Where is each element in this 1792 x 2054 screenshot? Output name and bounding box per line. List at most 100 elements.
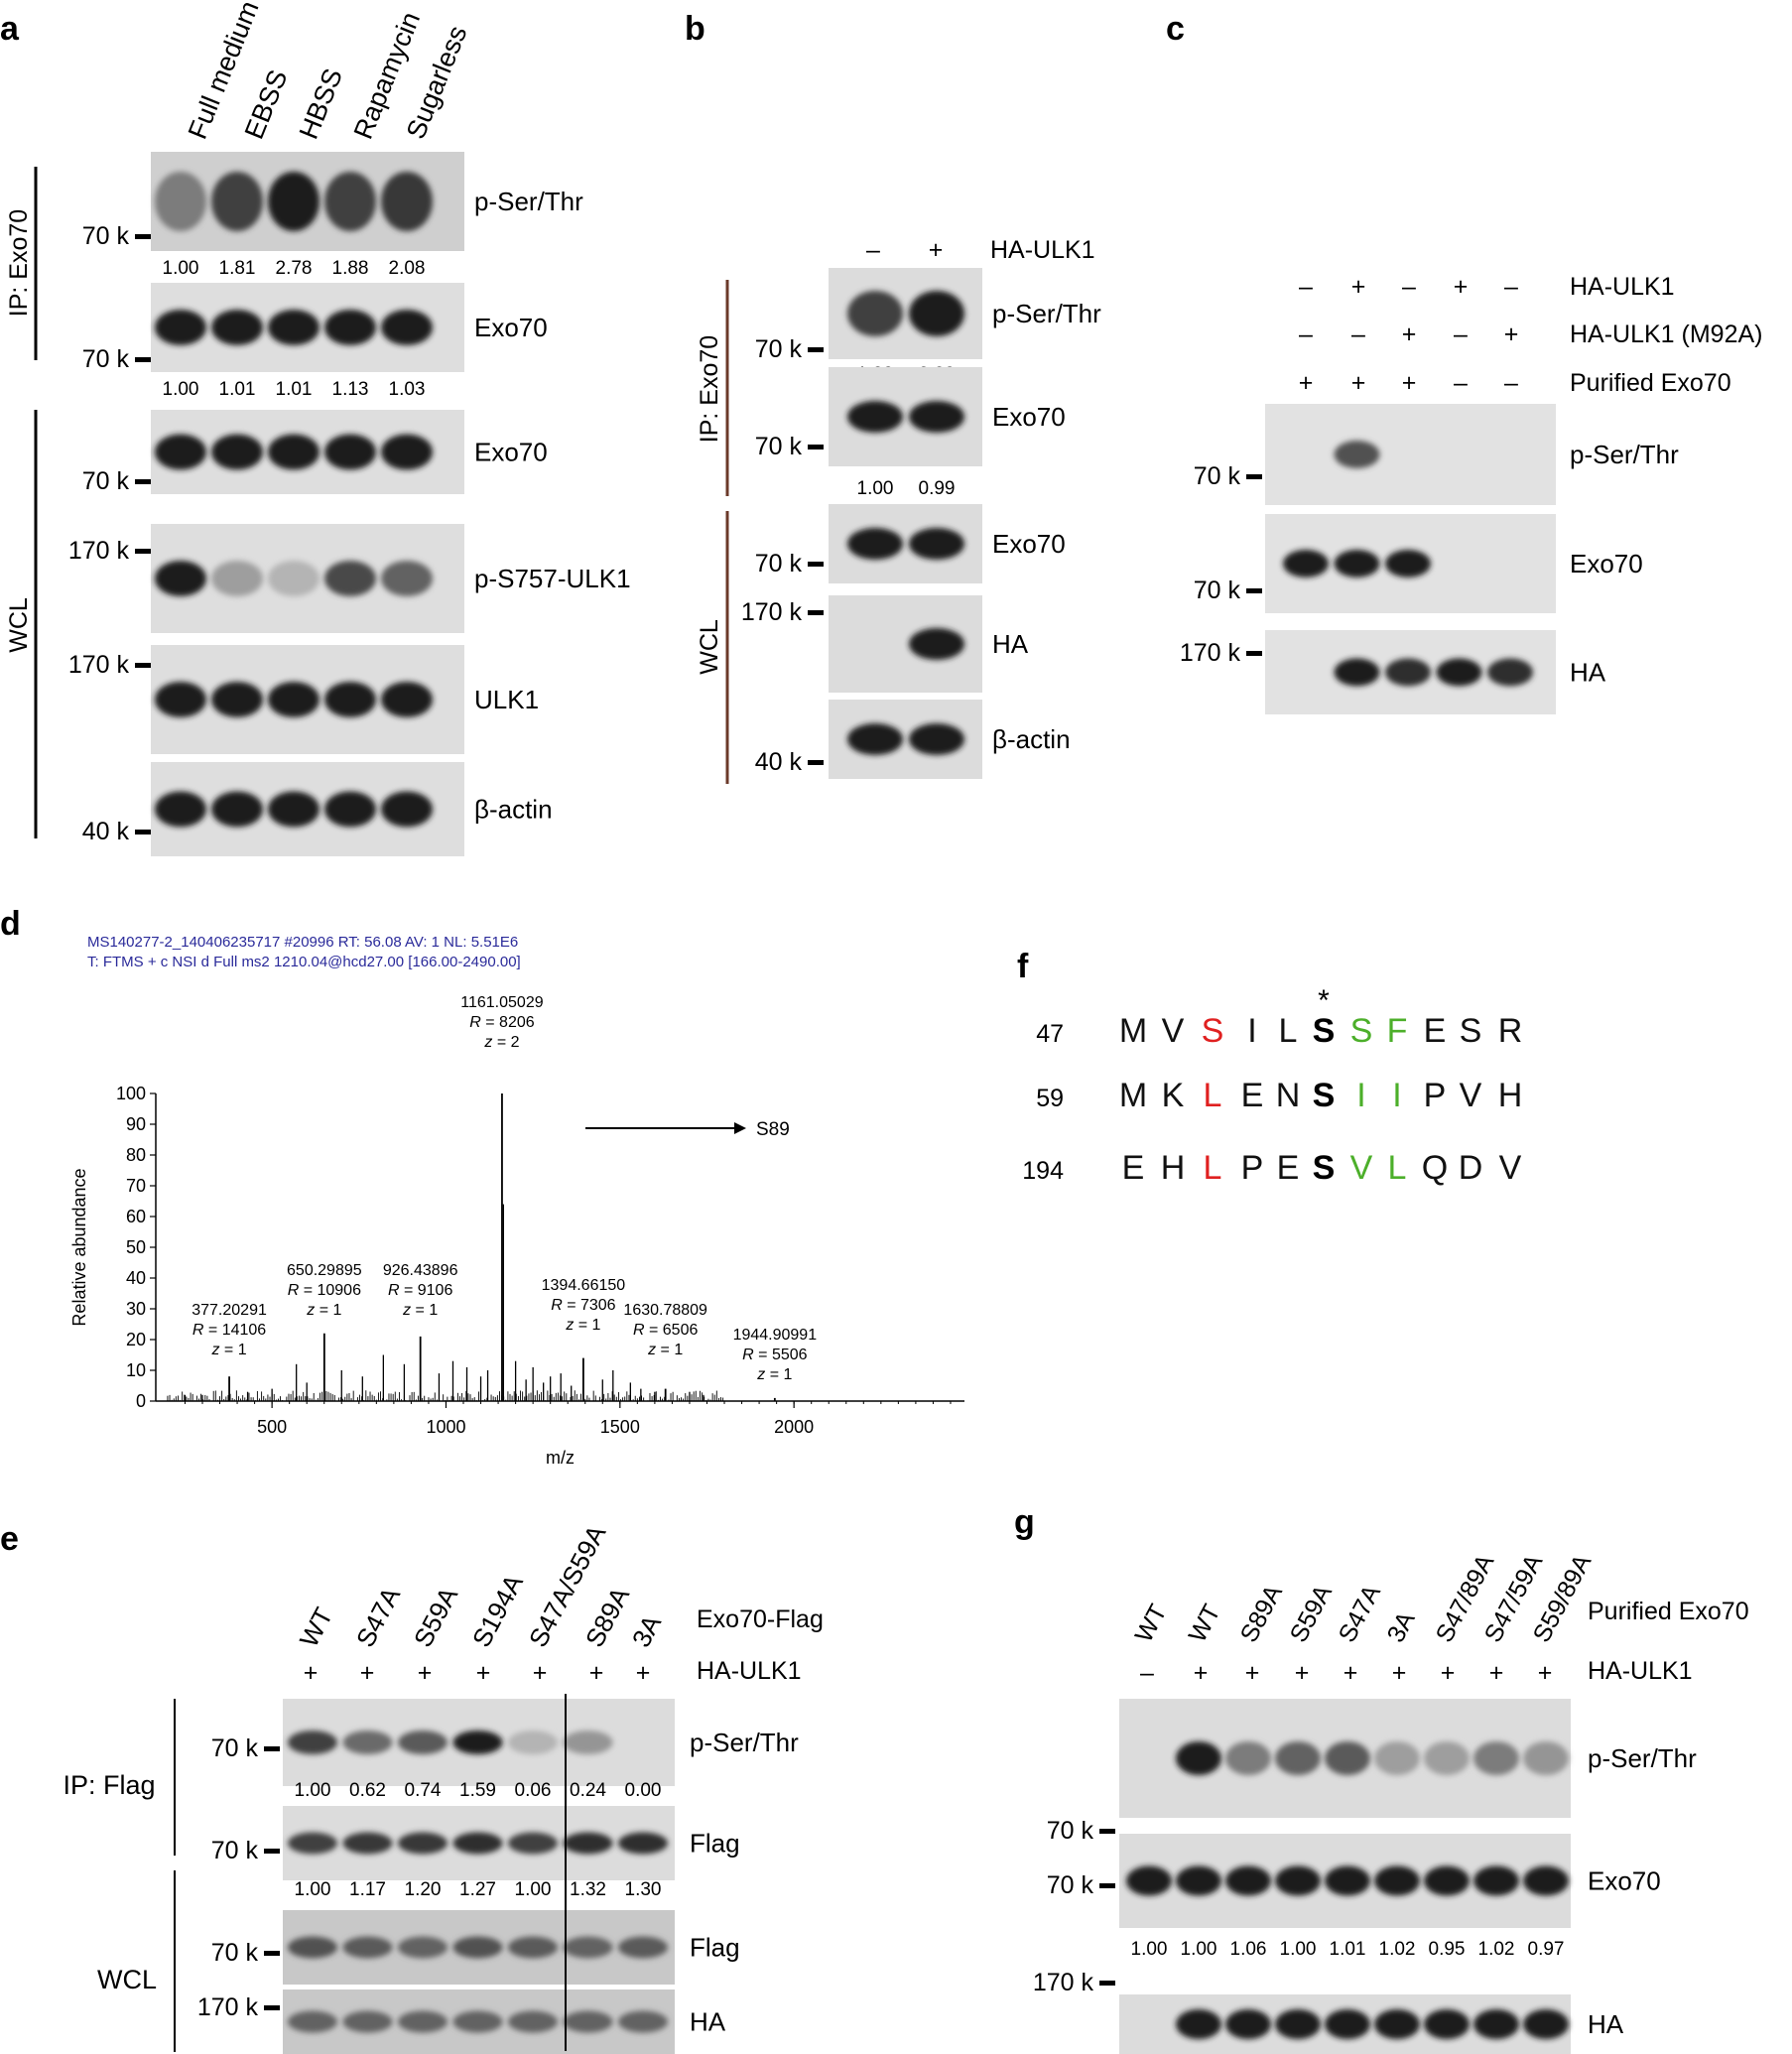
panel-a-blot-4-marker-label: 170 k [68, 537, 130, 565]
panel-a-blot-2-quant-value: 1.00 [163, 379, 199, 400]
panel-e-blot-1-marker-tick [264, 1746, 280, 1751]
panel-a-blot-2-marker-tick [135, 357, 151, 362]
panel-g-blot-1-band [1523, 1741, 1569, 1775]
panel-g-blot-3-marker-label: 170 k [1033, 1969, 1094, 1996]
panel-e-blot-4-band [452, 2010, 503, 2033]
panel-c-condition-mark: – [1299, 273, 1313, 301]
panel-c-condition-mark: + [1351, 273, 1366, 301]
panel-e-blot-4-band [508, 2010, 558, 2033]
panel-e-blot-2-quant-value: 1.20 [405, 1879, 442, 1900]
panel-g-treatment-mark: + [1194, 1659, 1209, 1687]
panel-b-blot-5-name: β-actin [992, 724, 1071, 754]
peak-charge-label: z = 1 [306, 1302, 341, 1319]
panel-c-blot-1-name: p-Ser/Thr [1570, 440, 1679, 469]
panel-g-blot-2-quant-value: 1.06 [1230, 1939, 1267, 1960]
panel-b-blot-3-band [909, 528, 964, 560]
sequence-residue: K [1162, 1077, 1185, 1114]
panel-e-ip-label: IP: Flag [63, 1770, 155, 1800]
peak-resolution-value: 5506 [772, 1347, 808, 1363]
peak-resolution-symbol: R [551, 1297, 563, 1314]
peak-resolution-value: 9106 [418, 1282, 453, 1299]
panel-a-blot-3-band [155, 434, 206, 470]
phosphosite-asterisk: * [1318, 984, 1330, 1017]
panel-e-blot-2-marker-label: 70 k [211, 1837, 259, 1864]
sequence-residue: L [1388, 1149, 1407, 1187]
panel-c-blot-3-band [1436, 658, 1482, 687]
peak-charge-equals: = [492, 1034, 510, 1051]
panel-e-treatment-mark: + [636, 1659, 651, 1687]
panel-g-blot-2-quant-value: 1.02 [1478, 1939, 1515, 1960]
sequence-residue: V [1350, 1149, 1373, 1187]
panel-g-lane-label: WT [1130, 1600, 1173, 1646]
peak-charge-equals: = [219, 1342, 237, 1358]
peak-resolution-label: R = 5506 [742, 1347, 807, 1363]
peak-resolution-value: 7306 [580, 1297, 616, 1314]
peak-charge-equals: = [765, 1366, 783, 1383]
panel-b-blot-2-quant-value: 0.99 [919, 478, 956, 499]
panel-a-blot-3-band [268, 434, 320, 470]
panel-a-blot-5-band [324, 682, 376, 717]
y-tick-label: 10 [126, 1360, 146, 1380]
panel-a-blot-2-band [324, 310, 376, 345]
panel-a-blot-2-marker-label: 70 k [82, 345, 130, 373]
sequence-residue: P [1424, 1077, 1447, 1114]
panel-e-treatment-row: + + + + + + + [304, 1659, 651, 1687]
panel-b-blot-5-marker-tick [808, 760, 824, 765]
peak-resolution-label: R = 6506 [633, 1322, 698, 1339]
panel-e-blot-1-quant-value: 1.59 [459, 1780, 496, 1801]
peak-charge-label: z = 1 [565, 1317, 600, 1334]
panel-g-blot-2-quant-value: 1.00 [1280, 1939, 1317, 1960]
sequence-residue: S [1460, 1012, 1482, 1050]
x-tick-label: 500 [257, 1417, 287, 1437]
peak-resolution-value: 14106 [222, 1322, 267, 1339]
panel-e-lane-row-label: Exo70-Flag [697, 1605, 824, 1633]
panel-e-blot-2-band [288, 1832, 337, 1855]
panel-e-blot-4-marker-label: 170 k [197, 1993, 259, 2021]
panel-e-treatment-mark: + [476, 1659, 491, 1687]
sequence-residue: E [1241, 1077, 1264, 1114]
panel-a-blot-5-marker-label: 170 k [68, 651, 130, 679]
panel-e-blot-2-quant-value: 1.32 [570, 1879, 606, 1900]
sequence-position: 47 [1036, 1020, 1064, 1048]
panel-b-blot-2-marker-tick [808, 445, 824, 449]
panel-c-blot-1-band [1334, 441, 1380, 468]
panel-a-blot-4-band [324, 561, 376, 596]
panel-a-blot-1-quant-value: 2.78 [276, 258, 313, 279]
panel-e-blot-3-marker-label: 70 k [211, 1939, 259, 1967]
panel-c-conditions: – + – + – HA-ULK1 – – + – + HA-ULK1 (M92A) + + + – – Puri… [1299, 273, 1763, 397]
panel-b-blot-4-marker-tick [808, 610, 824, 615]
peak-resolution-equals: = [203, 1322, 221, 1339]
panel-g-blots: 70 kp-Ser/Thr0.001.000.410.570.600.270.2… [1033, 1699, 1697, 2054]
panel-b-blot-1-name: p-Ser/Thr [992, 299, 1101, 328]
panel-c-blot-2-band [1334, 550, 1380, 578]
panel-b-blot-5-band [909, 723, 964, 755]
panel-c-blot-3-marker-tick [1246, 651, 1262, 656]
panel-e-blot-2-band [452, 1832, 503, 1855]
sequence-residue: M [1119, 1077, 1147, 1114]
panel-c-condition-mark: + [1402, 369, 1417, 397]
panel-e-blot-1-band [398, 1731, 448, 1754]
panel-g-blot-2-band [1424, 1865, 1470, 1896]
panel-b-ip-label: IP: Exo70 [696, 335, 723, 443]
panel-c-letter: c [1166, 10, 1185, 48]
sequence-residue: R [1498, 1012, 1523, 1050]
panel-b-blot-2-band [909, 401, 964, 433]
sequence-residue: D [1459, 1149, 1483, 1187]
panel-g-treatment-label: HA-ULK1 [1588, 1657, 1693, 1685]
sequence-residue: V [1162, 1012, 1185, 1050]
panel-e-blot-4-band [342, 2010, 393, 2033]
panel-a-blot-1-band [211, 172, 263, 231]
panel-a-blot-3-band [381, 434, 433, 470]
panel-g-treatment-mark: + [1344, 1659, 1358, 1687]
sequence-position: 59 [1036, 1085, 1064, 1112]
peak-charge-symbol: z [210, 1342, 219, 1358]
panel-b-blot-4-name: HA [992, 629, 1029, 659]
panel-e-blot-4-marker-tick [264, 2005, 280, 2010]
panel-b-blot-2-name: Exo70 [992, 402, 1066, 432]
peak-charge-symbol: z [565, 1317, 574, 1334]
panel-b-letter: b [685, 10, 705, 48]
panel-a-blot-1-quant-value: 2.08 [389, 258, 426, 279]
panel-g-lane-label: S47A [1334, 1580, 1387, 1646]
